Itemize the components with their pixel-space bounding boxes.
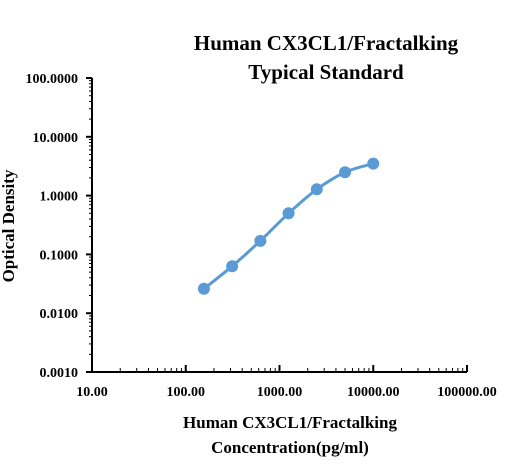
x-axis-label-line-1: Human CX3CL1/Fractalking	[183, 413, 397, 432]
axes: 0.0010 0.0100 0.1000 1.0000 10.0000 100.0000 1…	[26, 72, 497, 400]
x-tick-label: 100.00	[167, 385, 206, 400]
series-layer	[197, 157, 380, 295]
y-tick-label: 0.1000	[40, 248, 79, 263]
data-point	[254, 234, 267, 247]
data-point	[339, 166, 352, 179]
x-tick-label: 1000.00	[257, 385, 303, 400]
x-axis-label-line-2: Concentration(pg/ml)	[211, 438, 369, 457]
y-tick-label: 1.0000	[40, 190, 79, 205]
y-tick-label: 0.0100	[40, 307, 79, 322]
data-point	[197, 282, 210, 295]
x-tick-label: 10.00	[76, 385, 108, 400]
x-tick-label: 10000.00	[347, 385, 400, 400]
y-tick-label: 0.0010	[40, 366, 79, 381]
data-point	[282, 207, 295, 220]
chart-title-line-2: Typical Standard	[248, 60, 404, 84]
y-axis-label: Optical Density	[0, 169, 18, 282]
data-point	[367, 157, 380, 170]
x-tick-label: 100000.00	[437, 385, 497, 400]
data-point	[226, 260, 239, 273]
y-tick-label: 10.0000	[33, 131, 79, 146]
data-point	[310, 183, 323, 196]
chart-title-line-1: Human CX3CL1/Fractalking	[194, 31, 459, 55]
y-tick-label: 100.0000	[26, 72, 79, 87]
